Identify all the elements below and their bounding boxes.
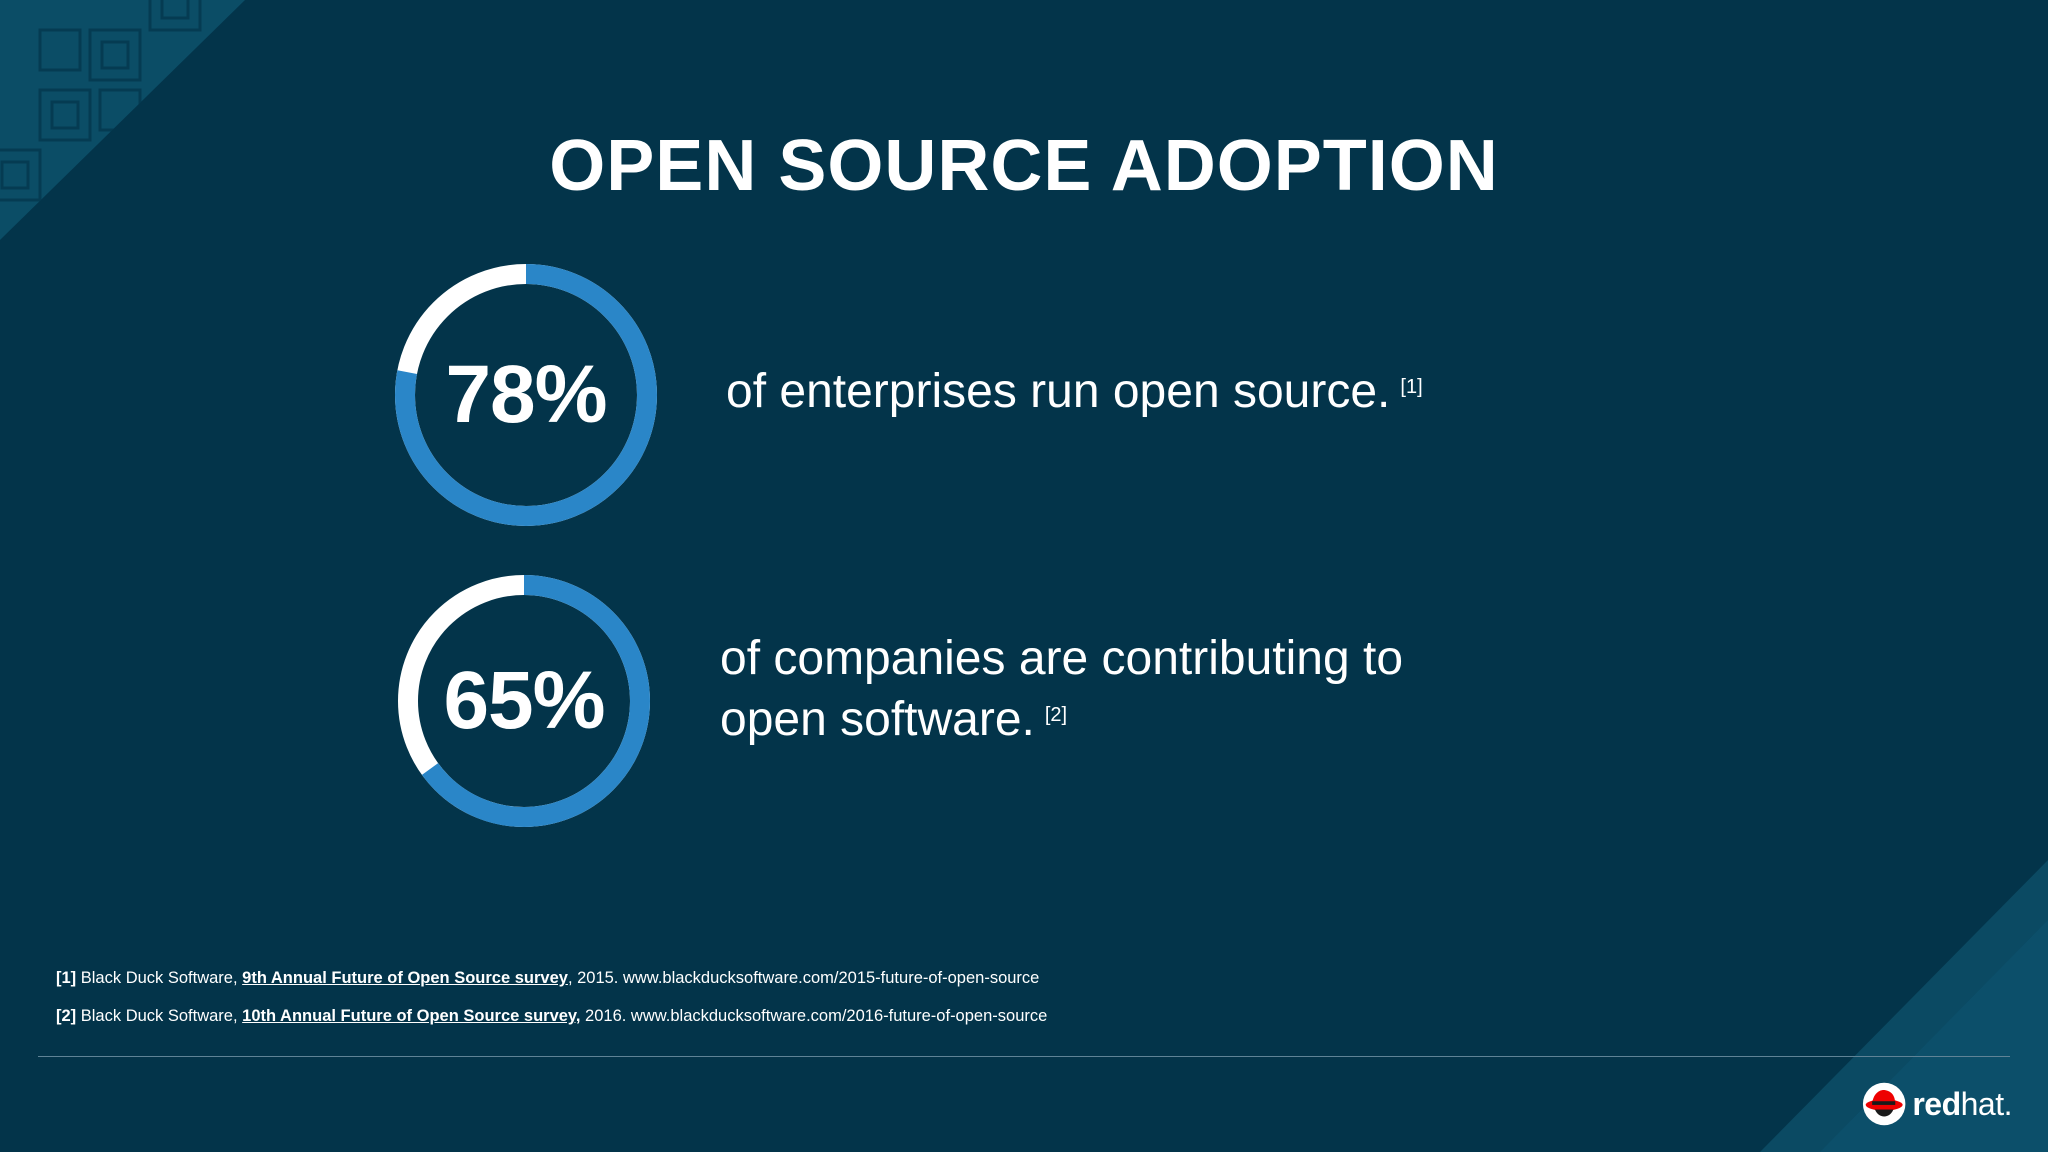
donut-ring (395, 264, 657, 526)
stat-description: of companies are contributing to open so… (720, 628, 1403, 750)
logo-wordmark-light: hat. (1960, 1085, 2013, 1122)
footnote-survey-link[interactable]: 9th Annual Future of Open Source survey (242, 969, 568, 987)
stat-description-line2: open software. (720, 693, 1035, 746)
footnote-suffix: , 2015. www.blackducksoftware.com/2015-f… (567, 969, 1040, 987)
stat-value: 78% (445, 349, 607, 440)
footnote-prefix: Black Duck Software, (76, 969, 243, 987)
reference-marker: [2] (1044, 704, 1068, 726)
stat-value: 65% (443, 655, 605, 746)
footnote-tag: [1] (56, 969, 77, 987)
footer-divider (38, 1056, 2010, 1057)
donut-ring (398, 575, 650, 827)
footnote-suffix: 2016. www.blackducksoftware.com/2016-fut… (580, 1007, 1048, 1025)
logo-wordmark-bold: red (1912, 1085, 1961, 1122)
logo-wordmark: redhat. (1912, 1086, 2012, 1123)
footnote-tag: [2] (56, 1007, 77, 1025)
reference-marker: [1] (1400, 376, 1423, 398)
stat-description: of enterprises run open source. [1] (726, 361, 1423, 422)
footnote-prefix: Black Duck Software, (76, 1007, 243, 1025)
footnote-2: [2] Black Duck Software, 10th Annual Fut… (56, 1001, 1047, 1039)
slide-title: OPEN SOURCE ADOPTION (549, 126, 1499, 206)
corner-pattern (0, 0, 202, 202)
donut-chart-78: 78% (393, 262, 659, 528)
red-hat-shadowman-icon (1862, 1082, 1906, 1126)
stat-description-line1: of companies are contributing to (720, 632, 1404, 685)
donut-chart-65: 65% (396, 573, 652, 829)
donut-value-arc (395, 264, 657, 526)
donut-value-arc (398, 575, 650, 827)
footnote-survey-link[interactable]: 10th Annual Future of Open Source survey… (242, 1007, 581, 1025)
footnotes: [1] Black Duck Software, 9th Annual Futu… (56, 963, 1047, 1039)
footnote-1: [1] Black Duck Software, 9th Annual Futu… (56, 963, 1047, 1001)
redhat-logo: redhat. (1862, 1078, 2013, 1130)
stat-description-line1: of enterprises run open source. (726, 365, 1391, 418)
